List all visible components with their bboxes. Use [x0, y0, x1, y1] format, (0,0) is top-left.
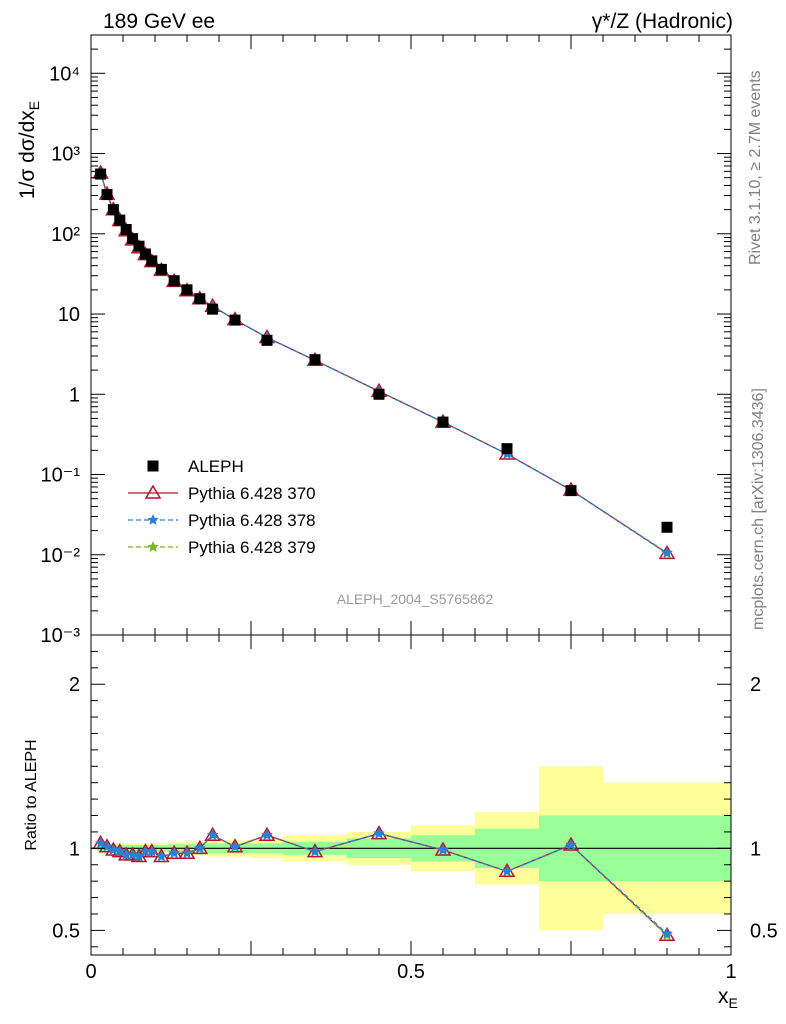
point-data: [127, 233, 139, 245]
legend-marker-p378: [147, 513, 159, 525]
point-data: [107, 204, 119, 216]
point-data: [181, 284, 193, 296]
ratio-point-p378: [107, 843, 120, 855]
series-line-p379: [99, 172, 668, 554]
ratio-y-axis-label: Ratio to ALEPH: [23, 739, 40, 850]
y-tick-label: 10³: [51, 144, 80, 166]
point-data: [661, 521, 673, 533]
legend-marker-p379: [147, 540, 159, 552]
legend-label: Pythia 6.428 370: [188, 484, 316, 503]
ratio-point-p378: [373, 827, 385, 839]
y-tick-label: 10⁻²: [41, 545, 81, 567]
legend-label: Pythia 6.428 378: [188, 511, 316, 530]
point-data: [168, 275, 180, 287]
ratio-point-p378: [193, 842, 206, 854]
ratio-tick-label-left: 0.5: [52, 920, 80, 942]
legend-marker-data: [147, 460, 159, 472]
ratio-tick-label-left: 1: [69, 838, 80, 860]
point-data: [146, 255, 158, 267]
point-data: [139, 248, 151, 260]
main-y-label-subscript: E: [26, 101, 42, 110]
analysis-watermark: ALEPH_2004_S5765862: [337, 591, 494, 607]
point-p378: [661, 546, 673, 558]
ratio-point-p378: [155, 850, 168, 862]
ratio-point-p378: [501, 865, 513, 877]
main-frame: [90, 34, 732, 636]
point-data: [120, 224, 132, 236]
legend-label: Pythia 6.428 379: [188, 538, 316, 557]
x-label-base: x: [718, 985, 729, 1008]
point-data: [133, 240, 145, 252]
ratio-point-p378: [309, 845, 321, 857]
legend: ALEPH Pythia 6.428 370 Pythia 6.428 378 Pyt…: [128, 457, 316, 557]
legend-marker-p370: [144, 484, 162, 499]
point-data: [95, 168, 107, 180]
ratio-tick-label-right: 2: [750, 674, 761, 696]
ratio-point-p378: [168, 847, 181, 859]
y-tick-label: 1: [69, 384, 80, 406]
header-right: γ*/Z (Hadronic): [592, 10, 733, 33]
ratio-point-p378: [181, 847, 193, 859]
series-line-p370: [99, 172, 668, 554]
x-tick-label: 1: [725, 961, 736, 983]
ratio-point-p378: [206, 829, 219, 841]
y-tick-label: 10²: [51, 224, 80, 246]
ratio-point-p378: [661, 927, 673, 939]
ratio-point-p378: [229, 840, 241, 852]
mcplots-label: mcplots.cern.ch [arXiv:1306.3436]: [750, 388, 767, 630]
ratio-point-p378: [261, 829, 273, 841]
y-tick-label: 10⁴: [49, 63, 80, 85]
x-ticks: 0 0.5 1: [85, 635, 737, 983]
main-plot-area: [92, 164, 676, 560]
main-y-axis-label: 1/σ dσ/dxE: [16, 101, 42, 199]
main-y-label-base: 1/σ dσ/dx: [16, 110, 39, 199]
point-data: [501, 443, 513, 455]
y-tick-label: 10: [58, 304, 80, 326]
x-tick-label: 0: [85, 961, 96, 983]
series-line-p378: [99, 172, 668, 554]
ratio-y-ticks: 0.5 0.5 1 1 2 2: [52, 650, 778, 948]
ratio-panel: 0.5 0.51 12 2 0 0.5 1 Ratio to ALEPH xE: [23, 634, 778, 1011]
ratio-point-p378: [145, 845, 158, 857]
point-data: [565, 485, 577, 497]
main-y-ticks: 10⁻³ 10⁻² 10⁻¹ 1 10 10² 10³ 10⁴: [41, 34, 732, 647]
ratio-point-p378: [437, 843, 449, 855]
point-data: [194, 293, 206, 305]
ratio-tick-label-left: 2: [69, 674, 80, 696]
ratio-tick-label-right: 1: [750, 838, 761, 860]
ratio-point-p378: [126, 848, 139, 860]
x-label-subscript: E: [729, 995, 738, 1011]
x-tick-label: 0.5: [397, 961, 425, 983]
ratio-point-p378: [565, 838, 577, 851]
point-data: [309, 354, 321, 366]
y-tick-label: 10⁻³: [41, 625, 81, 647]
point-data: [155, 263, 167, 275]
point-data: [261, 334, 273, 346]
y-tick-label: 10⁻¹: [41, 465, 81, 487]
point-data: [229, 314, 241, 326]
rivet-label: Rivet 3.1.10, ≥ 2.7M events: [747, 70, 764, 265]
point-data: [101, 189, 113, 201]
ratio-tick-label-right: 0.5: [750, 920, 778, 942]
legend-label: ALEPH: [188, 457, 244, 476]
header-left: 189 GeV ee: [103, 10, 215, 33]
x-axis-label: xE: [718, 985, 738, 1011]
point-data: [207, 303, 219, 315]
point-data: [114, 214, 126, 226]
main-panel: 10⁻³ 10⁻² 10⁻¹ 1 10 10² 10³ 10⁴ 1/σ dσ/dxE ALEP…: [16, 34, 732, 647]
point-data: [373, 388, 385, 400]
point-data: [437, 416, 449, 428]
ratio-plot-area: [91, 766, 731, 942]
